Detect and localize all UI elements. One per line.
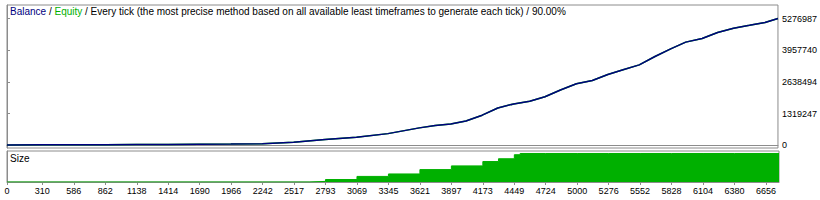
- svg-text:1319247: 1319247: [782, 109, 817, 119]
- svg-text:Balance: Balance: [10, 6, 47, 17]
- svg-text:3957740: 3957740: [782, 45, 817, 55]
- svg-text:1414: 1414: [158, 186, 178, 196]
- svg-text:5552: 5552: [630, 186, 650, 196]
- svg-text:2793: 2793: [315, 186, 335, 196]
- svg-text:Every tick (the most precise m: Every tick (the most precise method base…: [91, 6, 524, 17]
- svg-text:5276: 5276: [599, 186, 619, 196]
- svg-text:862: 862: [98, 186, 113, 196]
- svg-text:6380: 6380: [725, 186, 745, 196]
- svg-text:0: 0: [782, 140, 787, 150]
- svg-text:6656: 6656: [756, 186, 776, 196]
- svg-text:2517: 2517: [284, 186, 304, 196]
- svg-text:/: /: [82, 6, 90, 17]
- svg-text:2638494: 2638494: [782, 77, 817, 87]
- svg-text:5000: 5000: [567, 186, 587, 196]
- svg-text:3621: 3621: [410, 186, 430, 196]
- svg-text:5828: 5828: [662, 186, 682, 196]
- svg-text:/: /: [524, 6, 532, 17]
- svg-text:Size: Size: [10, 153, 30, 164]
- svg-text:6104: 6104: [693, 186, 713, 196]
- svg-text:3897: 3897: [441, 186, 461, 196]
- svg-text:3345: 3345: [378, 186, 398, 196]
- svg-text:5276987: 5276987: [782, 14, 817, 24]
- svg-text:1690: 1690: [190, 186, 210, 196]
- svg-text:0: 0: [4, 186, 9, 196]
- svg-text:90.00%: 90.00%: [532, 6, 566, 17]
- svg-text:3069: 3069: [347, 186, 367, 196]
- svg-text:4724: 4724: [536, 186, 556, 196]
- svg-text:310: 310: [35, 186, 50, 196]
- svg-text:4173: 4173: [473, 186, 493, 196]
- svg-text:4449: 4449: [504, 186, 524, 196]
- svg-text:2242: 2242: [253, 186, 273, 196]
- svg-text:Equity: Equity: [54, 6, 82, 17]
- svg-text:/: /: [46, 6, 54, 17]
- svg-text:1966: 1966: [221, 186, 241, 196]
- svg-text:586: 586: [66, 186, 81, 196]
- svg-text:1138: 1138: [127, 186, 146, 196]
